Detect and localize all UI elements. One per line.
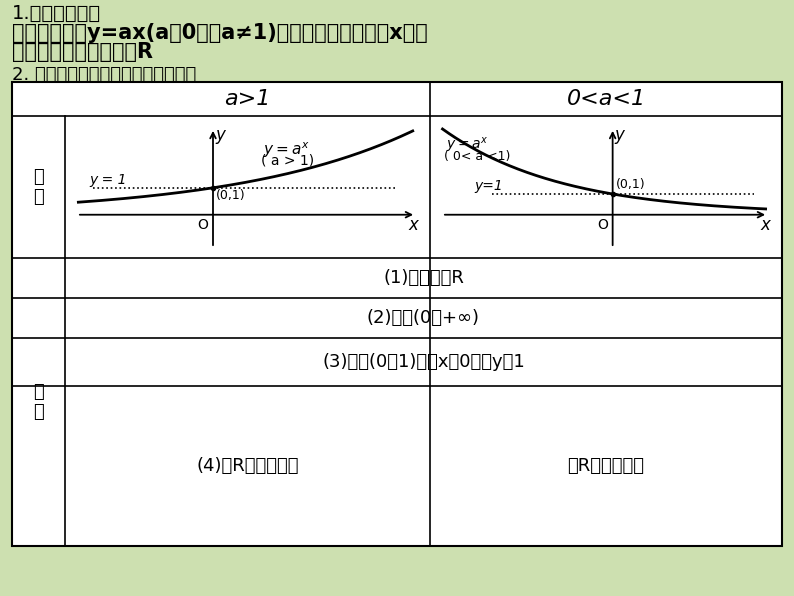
Text: (0,1): (0,1) (216, 189, 245, 202)
Text: x: x (760, 216, 770, 234)
Text: 1.指数函数概念: 1.指数函数概念 (12, 4, 101, 23)
Text: O: O (597, 218, 607, 232)
Text: (3)过点(0，1)，即x＝0时，y＝1: (3)过点(0，1)，即x＝0时，y＝1 (322, 353, 525, 371)
Text: y = 1: y = 1 (89, 173, 126, 187)
Bar (12, 82, 782, 546)
Text: O: O (197, 218, 208, 232)
Text: a>1: a>1 (225, 89, 271, 109)
Text: (2)值域(0，+∞): (2)值域(0，+∞) (367, 309, 480, 327)
Text: y=1: y=1 (475, 179, 503, 193)
Text: $y = a^x$: $y = a^x$ (263, 140, 310, 160)
Text: ( 0< a <1): ( 0< a <1) (444, 150, 511, 163)
Text: 在R上是减函数: 在R上是减函数 (568, 457, 645, 475)
Text: 图
象: 图 象 (33, 167, 44, 206)
Text: 0<a<1: 0<a<1 (566, 89, 646, 109)
Text: 变量，函数的定义域是R: 变量，函数的定义域是R (12, 42, 153, 62)
Text: 一般地，函数y=ax(a＞0，且a≠1)叫做指数函数，其中x是自: 一般地，函数y=ax(a＞0，且a≠1)叫做指数函数，其中x是自 (12, 23, 428, 43)
Text: (1)定义域：R: (1)定义域：R (383, 269, 464, 287)
Text: 2. 指数函数的图象和性质（见下表）: 2. 指数函数的图象和性质（见下表） (12, 66, 196, 84)
Text: x: x (408, 216, 418, 234)
Text: (0,1): (0,1) (615, 178, 646, 191)
Text: ( a > 1): ( a > 1) (261, 153, 314, 167)
Text: (4)在R上是增函数: (4)在R上是增函数 (196, 457, 299, 475)
Text: $y = a^x$: $y = a^x$ (446, 136, 488, 155)
Text: 性
质: 性 质 (33, 383, 44, 421)
Text: y: y (215, 126, 225, 144)
Text: y: y (615, 126, 625, 144)
